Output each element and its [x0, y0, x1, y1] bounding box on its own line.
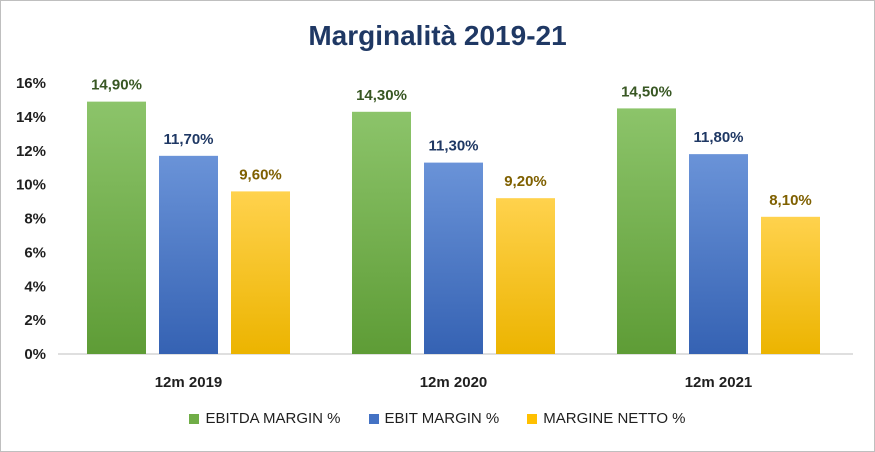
- legend-swatch-ebit: [368, 413, 379, 424]
- bar: [352, 111, 411, 354]
- legend: EBITDA MARGIN % EBIT MARGIN % MARGINE NE…: [0, 410, 875, 427]
- y-tick-label: 16%: [16, 75, 46, 92]
- legend-label-netto: MARGINE NETTO %: [543, 410, 686, 427]
- data-label: 9,20%: [504, 173, 547, 190]
- legend-item-netto: MARGINE NETTO %: [527, 410, 686, 427]
- y-tick-label: 12%: [16, 143, 46, 160]
- y-tick-label: 2%: [24, 312, 46, 329]
- y-tick-label: 14%: [16, 109, 46, 126]
- y-tick-label: 4%: [24, 278, 46, 295]
- legend-swatch-ebitda: [189, 413, 200, 424]
- data-label: 11,80%: [693, 129, 743, 146]
- legend-item-ebit: EBIT MARGIN %: [368, 410, 500, 427]
- data-label: 11,70%: [163, 131, 213, 148]
- data-label: 14,90%: [91, 77, 142, 94]
- bar: [689, 154, 748, 354]
- chart-title: Marginalità 2019-21: [308, 20, 567, 51]
- y-tick-label: 0%: [24, 346, 46, 363]
- bar: [231, 191, 290, 354]
- y-tick-label: 8%: [24, 211, 46, 228]
- legend-item-ebitda: EBITDA MARGIN %: [189, 410, 341, 427]
- legend-label-ebitda: EBITDA MARGIN %: [205, 410, 341, 427]
- legend-swatch-netto: [527, 413, 538, 424]
- legend-label-ebit: EBIT MARGIN %: [384, 410, 500, 427]
- bar: [496, 198, 555, 354]
- bar: [87, 101, 146, 354]
- x-category-label: 12m 2020: [420, 374, 488, 391]
- x-category-label: 12m 2021: [685, 374, 753, 391]
- y-tick-label: 10%: [16, 177, 46, 194]
- bar: [159, 155, 218, 354]
- bar: [761, 216, 820, 354]
- data-label: 8,10%: [769, 192, 812, 209]
- data-label: 14,30%: [356, 87, 407, 104]
- data-label: 11,30%: [428, 138, 478, 155]
- y-tick-label: 6%: [24, 244, 46, 261]
- x-category-label: 12m 2019: [155, 374, 223, 391]
- data-label: 9,60%: [239, 166, 282, 183]
- bar: [617, 108, 676, 354]
- data-label: 14,50%: [621, 83, 672, 100]
- bar: [424, 162, 483, 354]
